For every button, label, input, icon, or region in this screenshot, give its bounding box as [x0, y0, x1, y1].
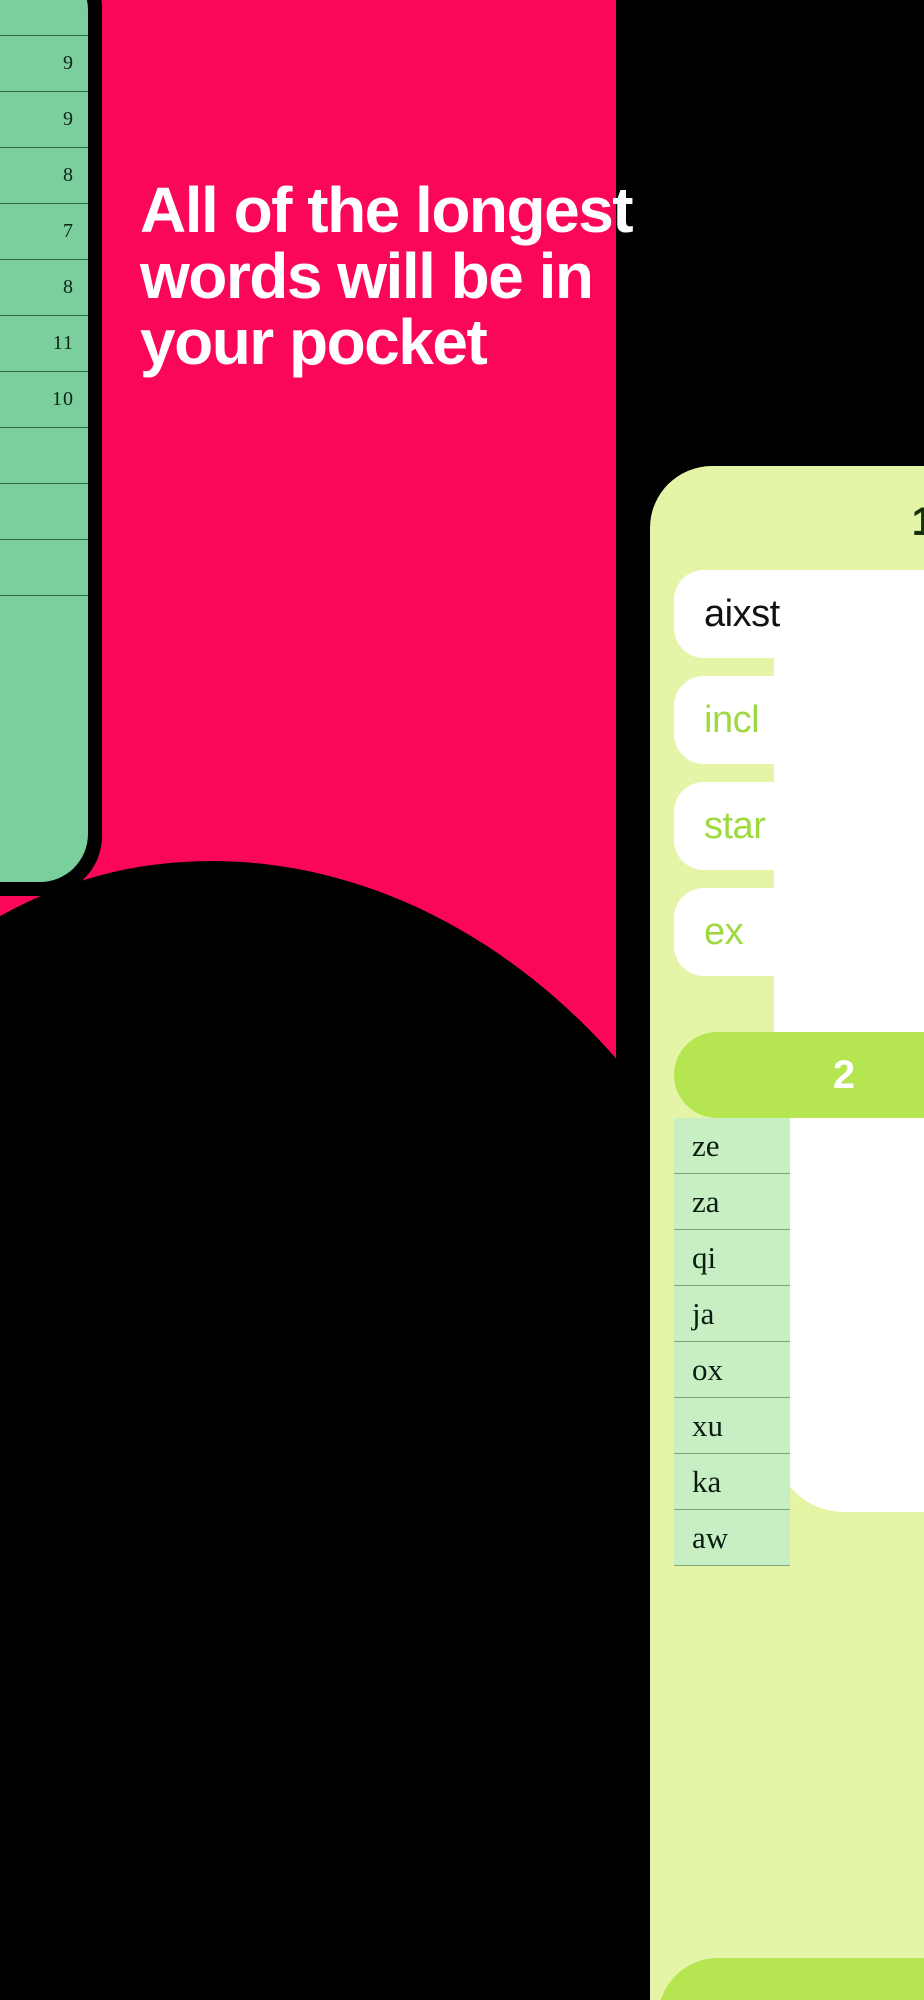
word-text: ox	[692, 1351, 723, 1387]
word-text: TES	[0, 496, 64, 527]
section-header-pill-five[interactable]: 5	[658, 1958, 924, 2000]
word-text: S	[0, 383, 42, 417]
page-title: All of the longest words will be in your…	[140, 174, 720, 378]
list-item[interactable]: incl	[674, 676, 924, 764]
list-item[interactable]: ze	[674, 1118, 790, 1174]
word-score: 9	[63, 108, 74, 130]
word-score: 7	[63, 220, 74, 242]
table-row[interactable]: S 10	[0, 372, 88, 428]
word-score: 9	[63, 52, 74, 74]
word-text: ja	[692, 1295, 715, 1331]
table-row[interactable]: 7	[0, 204, 88, 260]
table-row[interactable]: D 8	[0, 260, 88, 316]
word-chip-list[interactable]: aixst incl star ex	[674, 570, 924, 994]
word-score: 11	[52, 332, 74, 354]
word-score: 8	[63, 276, 74, 298]
list-item[interactable]: star	[674, 782, 924, 870]
table-row[interactable]	[0, 0, 88, 36]
two-letter-word-list[interactable]: ze za qi ja ox xu ka	[674, 1118, 790, 1566]
headline-line-2: words will be in	[140, 239, 594, 312]
list-item[interactable]: ka	[674, 1454, 790, 1510]
left-word-list[interactable]: 4 S 9 E 9 D 8	[0, 0, 88, 596]
word-text: D	[0, 271, 53, 305]
chip-label: ex	[704, 910, 744, 953]
word-text: ka	[692, 1463, 722, 1499]
word-text: za	[692, 1183, 720, 1219]
right-phone-mockup: 10 aixst incl star ex 2	[616, 432, 924, 2000]
page-title: 10	[911, 500, 924, 544]
table-row[interactable]: SES	[0, 540, 88, 596]
table-row[interactable]: D 8	[0, 148, 88, 204]
list-item[interactable]: za	[674, 1174, 790, 1230]
list-item[interactable]: qi	[674, 1230, 790, 1286]
section-header-label: 2	[832, 1052, 856, 1097]
word-text: E	[0, 103, 53, 137]
list-item[interactable]: xu	[674, 1398, 790, 1454]
list-item[interactable]: ja	[674, 1286, 790, 1342]
word-text: xu	[692, 1407, 723, 1443]
chip-label: incl	[704, 698, 760, 741]
list-item[interactable]: ox	[674, 1342, 790, 1398]
section-header-pill-two-letters[interactable]: 2	[674, 1032, 924, 1118]
right-phone-screen: 10 aixst incl star ex 2	[650, 466, 924, 2000]
word-text: D	[0, 159, 53, 193]
table-row[interactable]: S 9	[0, 36, 88, 92]
table-row[interactable]: TES	[0, 484, 88, 540]
word-score: 10	[52, 388, 74, 410]
word-text: S	[0, 47, 53, 81]
left-phone-mockup: 4 S 9 E 9 D 8	[0, 0, 102, 896]
table-row[interactable]: E	[0, 428, 88, 484]
headline-line-3: your pocket	[140, 305, 488, 378]
left-phone-screen: 4 S 9 E 9 D 8	[0, 0, 88, 882]
word-text: E	[0, 439, 64, 473]
chip-label: star	[704, 804, 766, 847]
chip-label: aixst	[704, 592, 780, 635]
word-text: D	[0, 327, 43, 361]
list-item[interactable]: ex	[674, 888, 924, 976]
word-text: SES	[0, 552, 64, 583]
headline-line-1: All of the longest	[140, 174, 634, 246]
table-row[interactable]: D 11	[0, 316, 88, 372]
word-score: 8	[63, 164, 74, 186]
table-row[interactable]: E 9	[0, 92, 88, 148]
list-item[interactable]: aw	[674, 1510, 790, 1566]
word-text: ze	[692, 1127, 720, 1163]
list-item[interactable]: aixst	[674, 570, 924, 658]
word-text: aw	[692, 1519, 729, 1555]
word-text: qi	[692, 1239, 717, 1275]
